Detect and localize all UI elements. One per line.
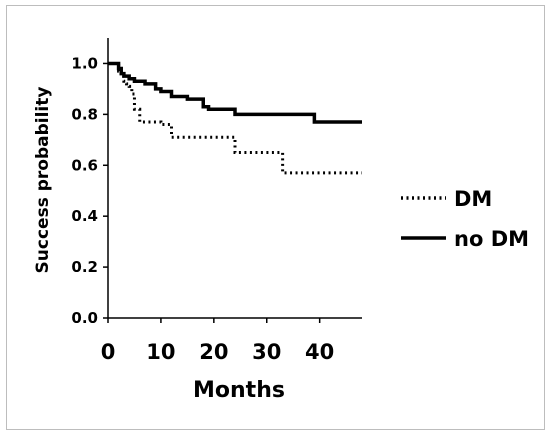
legend-dm-label: DM [454, 187, 492, 211]
y-tick-label: 0.8 [71, 105, 98, 123]
x-tick-label: 20 [199, 340, 228, 364]
series-no-dm-curve [108, 61, 362, 124]
y-axis-title: Success probability [33, 87, 53, 274]
x-tick-label: 10 [146, 340, 175, 364]
series-dm-curve [108, 61, 362, 175]
y-tick-label: 0.6 [71, 156, 98, 174]
y-tick-label: 0.0 [71, 309, 98, 327]
y-tick-label: 0.2 [71, 258, 98, 276]
legend-no-dm-label: no DM [454, 227, 529, 251]
x-axis-title: Months [193, 378, 285, 403]
y-tick-label: 0.4 [71, 207, 98, 225]
x-tick-label: 30 [252, 340, 281, 364]
x-tick-label: 40 [305, 340, 334, 364]
series-layer [108, 61, 362, 175]
x-tick-label: 0 [101, 340, 116, 364]
y-tick-label: 1.0 [71, 54, 98, 72]
ticks: 0.0 0.2 0.4 0.6 0.8 1.0 0 10 20 30 40 [71, 54, 334, 364]
legend: DM no DM [401, 187, 529, 251]
chart-frame [6, 5, 545, 430]
